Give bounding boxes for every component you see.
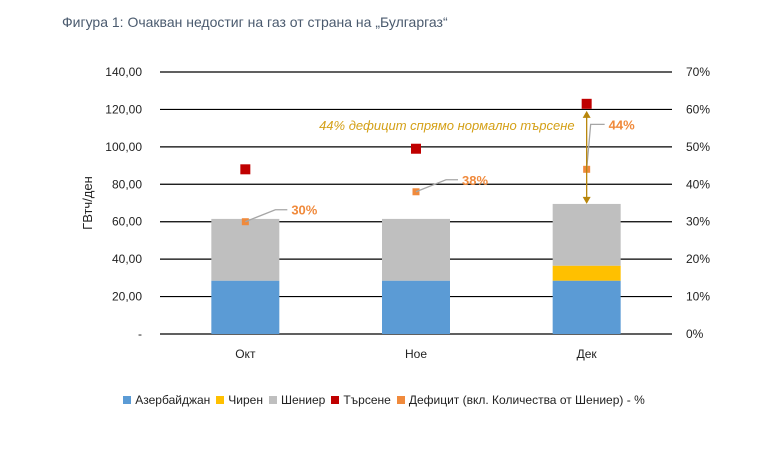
y2-tick-label: 20% — [686, 252, 710, 266]
legend-swatch — [331, 396, 340, 404]
bar-segment — [382, 280, 450, 334]
legend-item: Шениер — [268, 393, 326, 407]
y-tick-label: 100,00 — [105, 140, 142, 154]
bar-segment — [211, 280, 280, 334]
legend-label: Чирен — [228, 393, 263, 407]
legend-swatch — [268, 396, 277, 404]
x-tick-label: Дек — [577, 347, 598, 361]
y2-tick-label: 60% — [686, 102, 710, 116]
y2-tick-label: 70% — [686, 65, 710, 79]
demand-marker — [411, 143, 421, 154]
legend-swatch — [123, 396, 132, 404]
deficit-data-label: 44% — [609, 117, 635, 132]
label-leader-line — [415, 179, 458, 193]
legend-swatch — [216, 396, 225, 404]
y2-tick-label: 30% — [686, 215, 710, 229]
gap-arrow-head-down — [582, 196, 591, 204]
bar-segment — [211, 218, 280, 281]
legend-item: Търсене — [331, 393, 391, 407]
label-leader-line — [586, 123, 605, 170]
gap-arrow-head-up — [582, 110, 591, 118]
legend-label: Азербайджан — [135, 393, 211, 407]
y-tick-label: 80,00 — [112, 177, 142, 191]
annotation: 44% дефицит спрямо нормално търсене — [319, 118, 575, 133]
y2-tick-label: 40% — [686, 177, 710, 191]
bar-segment — [552, 280, 621, 334]
y-tick-label: 60,00 — [112, 215, 142, 229]
figure-title: Фигура 1: Очакван недостиг на газ от стр… — [62, 14, 448, 30]
y-tick-label: 140,00 — [105, 65, 142, 79]
legend-label: Дефицит (вкл. Количества от Шениер) - % — [408, 393, 645, 407]
x-tick-label: Окт — [235, 347, 256, 361]
legend: Азербайджан Чирен Шениер Търсене Дефицит (вк… — [0, 393, 768, 407]
y-axis-label: ГВтч/ден — [80, 176, 95, 230]
bar-segment — [382, 218, 450, 281]
demand-marker — [581, 98, 592, 109]
y-tick-label: - — [138, 327, 142, 341]
deficit-data-label: 38% — [462, 173, 488, 188]
bar-segment — [552, 265, 621, 281]
legend-item: Азербайджан — [123, 393, 210, 407]
chart: - 0% 20,00 10% 40,00 20% 60,00 30% 80,00 40% 100,0… — [80, 65, 710, 361]
y2-tick-label: 0% — [686, 327, 704, 341]
y-tick-label: 120,00 — [105, 102, 142, 116]
y2-tick-label: 50% — [686, 140, 710, 154]
x-tick-label: Ное — [405, 347, 427, 361]
y-tick-label: 40,00 — [112, 252, 142, 266]
demand-marker — [240, 164, 251, 175]
legend-swatch — [396, 396, 405, 404]
legend-label: Шениер — [280, 393, 326, 407]
legend-label: Търсене — [343, 393, 391, 407]
legend-item: Дефицит (вкл. Количества от Шениер) - % — [396, 393, 645, 407]
bar-segment — [552, 203, 621, 266]
y-tick-label: 20,00 — [112, 290, 142, 304]
y2-tick-label: 10% — [686, 290, 710, 304]
deficit-data-label: 30% — [291, 203, 317, 218]
legend-item: Чирен — [216, 393, 263, 407]
label-leader-line — [245, 209, 288, 223]
